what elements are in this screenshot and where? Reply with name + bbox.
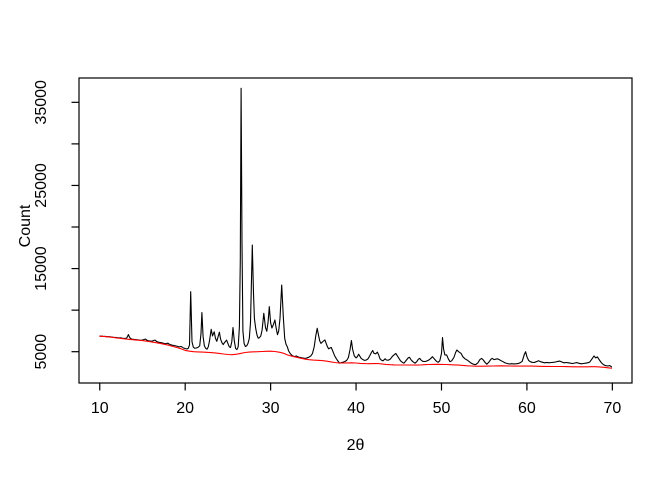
x-axis-label: 2θ: [347, 437, 365, 454]
series-group: [99, 87, 613, 369]
x-axis: 10 20 30 40 50 60 70: [91, 383, 621, 417]
x-tick-label: 60: [518, 400, 536, 417]
y-tick-label: 15000: [33, 246, 50, 291]
x-tick-label: 70: [603, 400, 621, 417]
x-tick-label: 10: [91, 400, 109, 417]
x-tick-label: 20: [176, 400, 194, 417]
x-tick-label: 40: [347, 400, 365, 417]
observed-pattern-line: [99, 87, 613, 368]
plot-box: [78, 77, 633, 384]
y-tick-label: 5000: [33, 334, 50, 370]
y-tick-label: 35000: [33, 80, 50, 125]
x-tick-label: 30: [262, 400, 280, 417]
background-fit-line: [99, 335, 613, 369]
y-tick-label: 25000: [33, 163, 50, 208]
x-tick-label: 50: [433, 400, 451, 417]
y-axis: 5000 15000 25000 35000: [33, 80, 79, 370]
y-axis-label: Count: [17, 204, 34, 247]
